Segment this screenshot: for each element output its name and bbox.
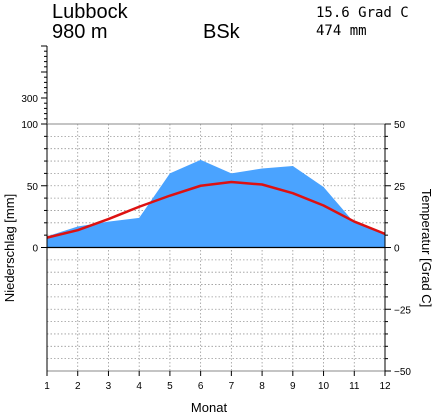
left-tick-label: 50 bbox=[27, 182, 39, 193]
upper-tick-label: 300 bbox=[21, 94, 38, 105]
annual-precipitation: 474 mm bbox=[316, 23, 367, 39]
x-tick-label: 7 bbox=[229, 381, 235, 392]
x-tick-label: 3 bbox=[106, 381, 112, 392]
right-tick-label: 25 bbox=[394, 182, 406, 193]
right-tick-label: 0 bbox=[394, 244, 400, 255]
left-tick-label: 0 bbox=[32, 244, 38, 255]
x-axis-label: Monat bbox=[191, 400, 228, 415]
mean-temperature: 15.6 Grad C bbox=[316, 5, 409, 21]
x-tick-label: 10 bbox=[318, 381, 330, 392]
right-axis-label: Temperatur [Grad C] bbox=[419, 189, 434, 308]
axes bbox=[41, 124, 391, 376]
x-tick-label: 5 bbox=[167, 381, 173, 392]
station-name: Lubbock bbox=[52, 1, 129, 23]
x-tick-label: 8 bbox=[259, 381, 265, 392]
right-tick-label: 50 bbox=[394, 120, 406, 131]
x-tick-label: 1 bbox=[44, 381, 50, 392]
left-tick-label: 100 bbox=[21, 120, 38, 131]
left-axis-label: Niederschlag [mm] bbox=[2, 194, 17, 302]
precipitation-area bbox=[47, 160, 385, 248]
x-tick-label: 12 bbox=[379, 381, 391, 392]
upper-precip-scale bbox=[41, 46, 47, 124]
precip-area bbox=[47, 160, 385, 248]
x-tick-label: 11 bbox=[349, 381, 360, 392]
x-tick-label: 9 bbox=[290, 381, 296, 392]
x-tick-label: 2 bbox=[75, 381, 81, 392]
x-tick-label: 6 bbox=[198, 381, 204, 392]
station-elevation: 980 m bbox=[52, 21, 108, 43]
right-tick-label: −50 bbox=[394, 367, 411, 378]
x-tick-label: 4 bbox=[136, 381, 142, 392]
climate-class: BSk bbox=[203, 21, 241, 43]
right-tick-label: −25 bbox=[394, 305, 411, 316]
